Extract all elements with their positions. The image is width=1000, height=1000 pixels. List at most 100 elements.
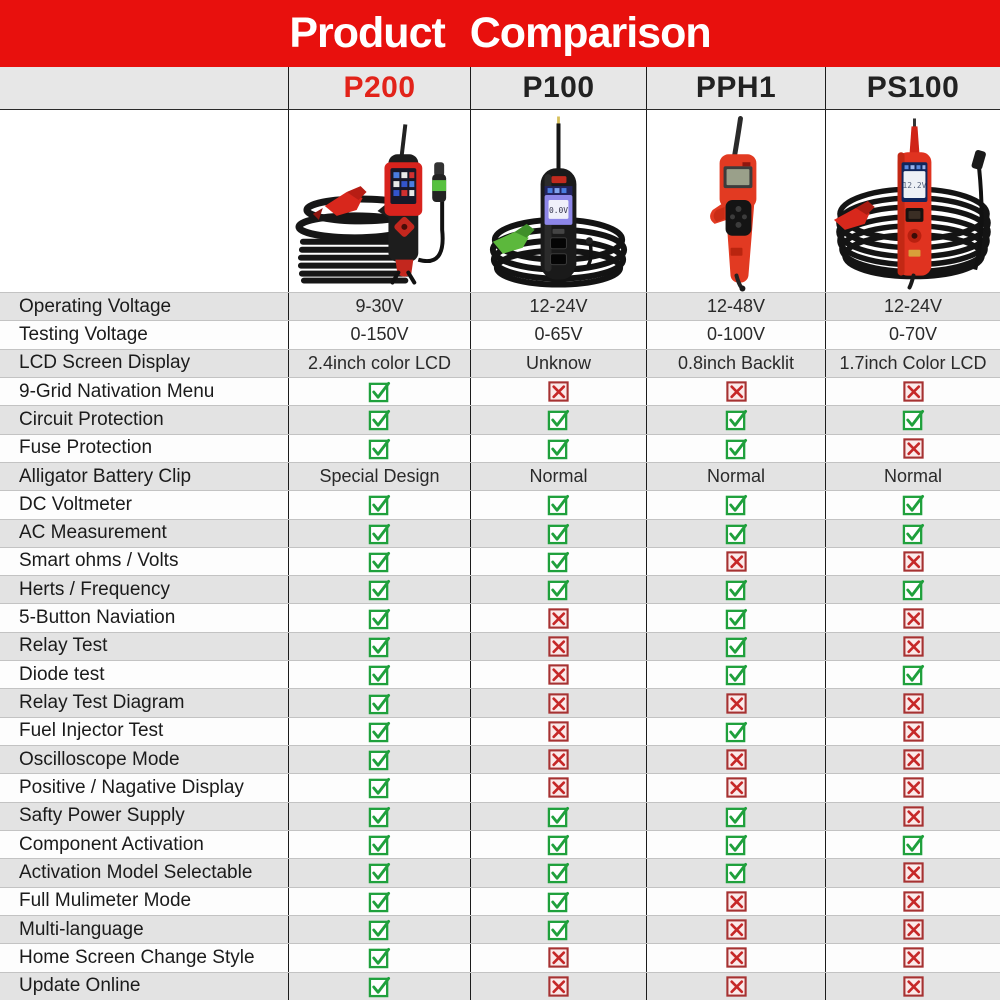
table-row: DC Voltmeter — [0, 490, 1000, 519]
feature-value: 12-24V — [529, 296, 588, 317]
column-header-pph1: PPH1 — [646, 67, 825, 109]
pph1-product-image — [646, 110, 825, 292]
cross-icon — [902, 777, 924, 799]
feature-value-cell: 0-70V — [825, 321, 1000, 349]
table-row: Full Mulimeter Mode — [0, 886, 1000, 915]
row-label: Safty Power Supply — [19, 805, 185, 827]
row-label: Diode test — [19, 663, 105, 685]
row-label-cell: Circuit Protection — [0, 406, 288, 433]
feature-unsupported-cell — [470, 717, 646, 745]
cross-icon — [902, 947, 924, 969]
check-icon — [368, 863, 391, 884]
row-label-cell: Relay Test — [0, 633, 288, 660]
table-row: Home Screen Change Style — [0, 943, 1000, 972]
feature-value: 0-70V — [888, 324, 938, 345]
feature-supported-cell — [646, 830, 825, 859]
feature-value: 9-30V — [355, 296, 404, 317]
feature-value-cell: Normal — [825, 462, 1000, 491]
row-label: Fuel Injector Test — [19, 720, 164, 742]
row-label: Relay Test — [19, 635, 108, 657]
check-icon — [725, 636, 747, 658]
feature-value: Unknow — [525, 352, 592, 373]
check-icon — [547, 495, 570, 516]
feature-value: Normal — [529, 466, 588, 487]
cross-icon — [548, 381, 569, 402]
check-icon — [368, 523, 391, 544]
check-icon — [368, 608, 391, 629]
row-label-cell: Diode test — [0, 661, 288, 688]
check-icon — [902, 665, 924, 686]
check-icon — [902, 835, 924, 856]
cross-icon — [902, 862, 924, 884]
table-row: Operating Voltage 9-30V 12-24V 12-48V 12-24V — [0, 292, 1000, 321]
row-label-cell: 5-Button Naviation — [0, 604, 288, 631]
feature-supported-cell — [288, 972, 470, 1000]
check-icon — [368, 919, 391, 941]
cross-icon — [902, 721, 924, 742]
check-icon — [368, 806, 391, 828]
feature-value: Special Design — [319, 466, 440, 487]
cross-icon — [548, 975, 569, 997]
row-label-cell: Fuel Injector Test — [0, 718, 288, 745]
feature-value-cell: Normal — [646, 462, 825, 491]
feature-supported-cell — [470, 434, 646, 462]
column-header-label: P200 — [343, 71, 416, 104]
table-row: Update Online — [0, 971, 1000, 1000]
cross-icon — [725, 975, 747, 997]
feature-value: 12-48V — [706, 296, 766, 317]
cross-icon — [902, 636, 924, 657]
feature-value: 0-100V — [706, 324, 766, 345]
check-icon — [368, 665, 391, 686]
feature-unsupported-cell — [825, 746, 1000, 774]
feature-supported-cell — [288, 491, 470, 519]
check-icon — [547, 919, 570, 941]
feature-supported-cell — [646, 604, 825, 632]
feature-supported-cell — [288, 406, 470, 434]
cross-icon — [725, 947, 747, 969]
feature-value: 1.7inch Color LCD — [839, 352, 987, 373]
feature-supported-cell — [470, 802, 646, 830]
row-label-cell: Activation Model Selectable — [0, 859, 288, 886]
row-label: Herts / Frequency — [19, 578, 170, 600]
feature-supported-cell — [470, 519, 646, 547]
check-icon — [368, 976, 391, 997]
cross-icon — [902, 551, 924, 572]
table-row: Testing Voltage 0-150V 0-65V 0-100V 0-70V — [0, 320, 1000, 349]
feature-supported-cell — [288, 887, 470, 915]
table-row: Fuse Protection — [0, 433, 1000, 462]
check-icon — [547, 551, 570, 573]
check-icon — [725, 523, 747, 544]
feature-supported-cell — [646, 406, 825, 434]
check-icon — [902, 495, 924, 516]
image-row-empty-cell — [0, 110, 288, 292]
feature-supported-cell — [288, 377, 470, 406]
table-row: Relay Test — [0, 631, 1000, 661]
column-header-p200: P200 — [288, 67, 470, 109]
cross-icon — [902, 749, 924, 770]
table-row: Safty Power Supply — [0, 801, 1000, 830]
feature-unsupported-cell — [825, 774, 1000, 802]
feature-value: 0-65V — [534, 324, 583, 345]
feature-unsupported-cell — [646, 915, 825, 944]
feature-unsupported-cell — [825, 547, 1000, 576]
cross-icon — [902, 692, 924, 714]
feature-supported-cell — [825, 406, 1000, 434]
table-row: LCD Screen Display 2.4inch color LCD Unkno… — [0, 348, 1000, 377]
feature-unsupported-cell — [825, 802, 1000, 830]
feature-supported-cell — [470, 406, 646, 434]
feature-supported-cell — [470, 576, 646, 604]
feature-supported-cell — [288, 774, 470, 802]
row-label: Smart ohms / Volts — [19, 550, 179, 572]
check-icon — [547, 438, 570, 459]
cross-icon — [548, 777, 569, 799]
p200-grid-menu-icon — [393, 172, 415, 197]
feature-supported-cell — [470, 830, 646, 859]
row-label: Fuse Protection — [19, 437, 153, 459]
feature-supported-cell — [646, 491, 825, 519]
feature-supported-cell — [470, 859, 646, 887]
table-row: 9-Grid Nativation Menu — [0, 376, 1000, 406]
check-icon — [368, 721, 391, 743]
table-row: Component Activation — [0, 829, 1000, 859]
check-icon — [368, 693, 391, 714]
check-icon — [368, 580, 391, 601]
